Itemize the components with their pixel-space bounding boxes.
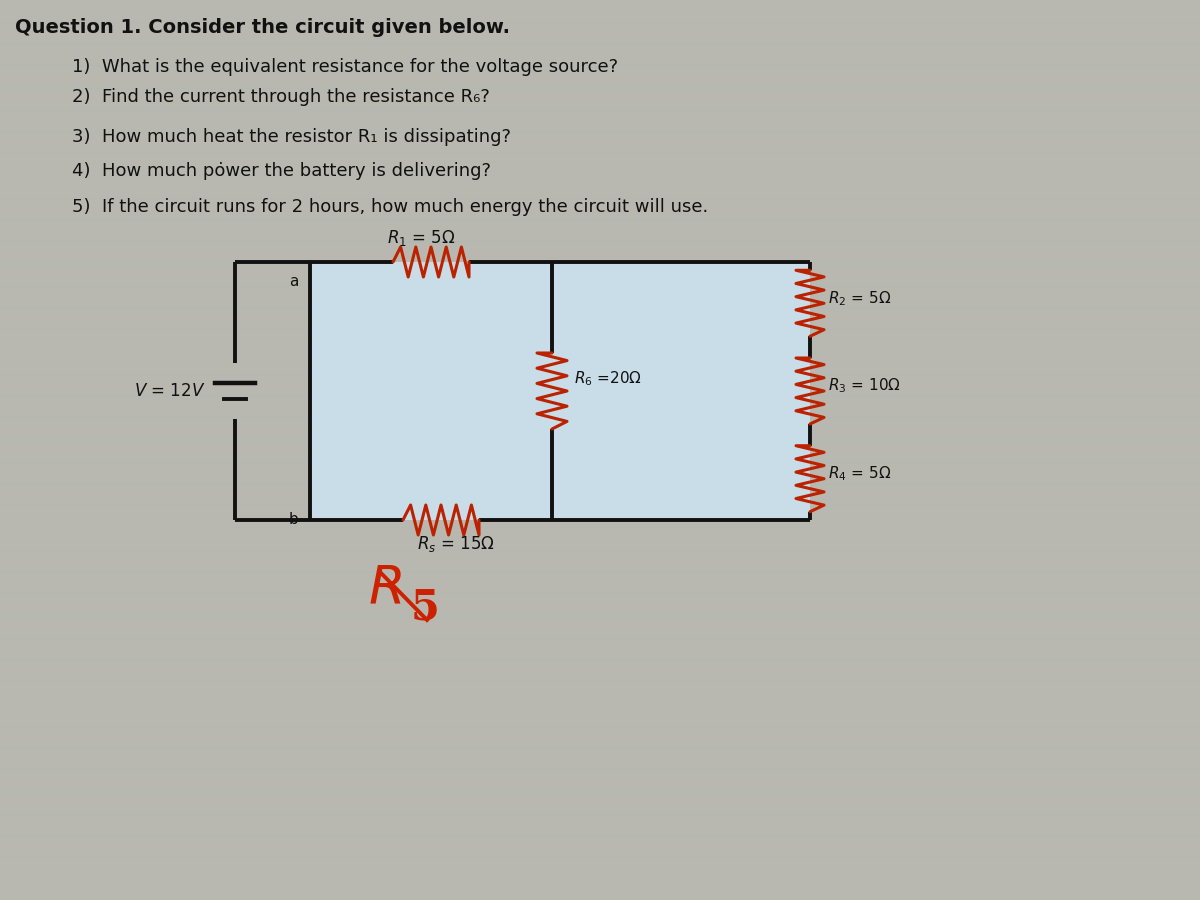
Text: 4)  How much pȯwer the battery is delivering?: 4) How much pȯwer the battery is delive… bbox=[72, 162, 491, 180]
Text: $R_2$ = 5Ω: $R_2$ = 5Ω bbox=[828, 289, 892, 308]
Bar bbox=[310, 262, 720, 520]
Text: 1)  What is the equivalent resistance for the voltage source?: 1) What is the equivalent resistance for… bbox=[72, 58, 618, 76]
Bar bbox=[720, 262, 810, 520]
Text: 5)  If the circuit runs for 2 hours, how much energy the circuit will use.: 5) If the circuit runs for 2 hours, how … bbox=[72, 198, 708, 216]
Text: $R$: $R$ bbox=[368, 564, 402, 616]
Text: b: b bbox=[288, 512, 298, 527]
Text: a: a bbox=[289, 274, 298, 289]
Text: $R_4$ = 5Ω: $R_4$ = 5Ω bbox=[828, 464, 892, 483]
Text: Question 1. Consider the circuit given below.: Question 1. Consider the circuit given b… bbox=[14, 18, 510, 37]
Text: $R_s$ = 15Ω: $R_s$ = 15Ω bbox=[418, 534, 494, 554]
Text: $R_1$ = 5Ω: $R_1$ = 5Ω bbox=[386, 228, 455, 248]
Text: 3)  How much heat the resistor R₁ is dissipating?: 3) How much heat the resistor R₁ is diss… bbox=[72, 128, 511, 146]
Text: $V$ = 12$V$: $V$ = 12$V$ bbox=[133, 382, 205, 400]
Text: $R_3$ = 10Ω: $R_3$ = 10Ω bbox=[828, 376, 901, 395]
Text: 2)  Find the current through the resistance R₆?: 2) Find the current through the resistan… bbox=[72, 88, 490, 106]
Text: $R_6$ =20Ω: $R_6$ =20Ω bbox=[574, 370, 642, 389]
Text: 5: 5 bbox=[410, 587, 439, 629]
